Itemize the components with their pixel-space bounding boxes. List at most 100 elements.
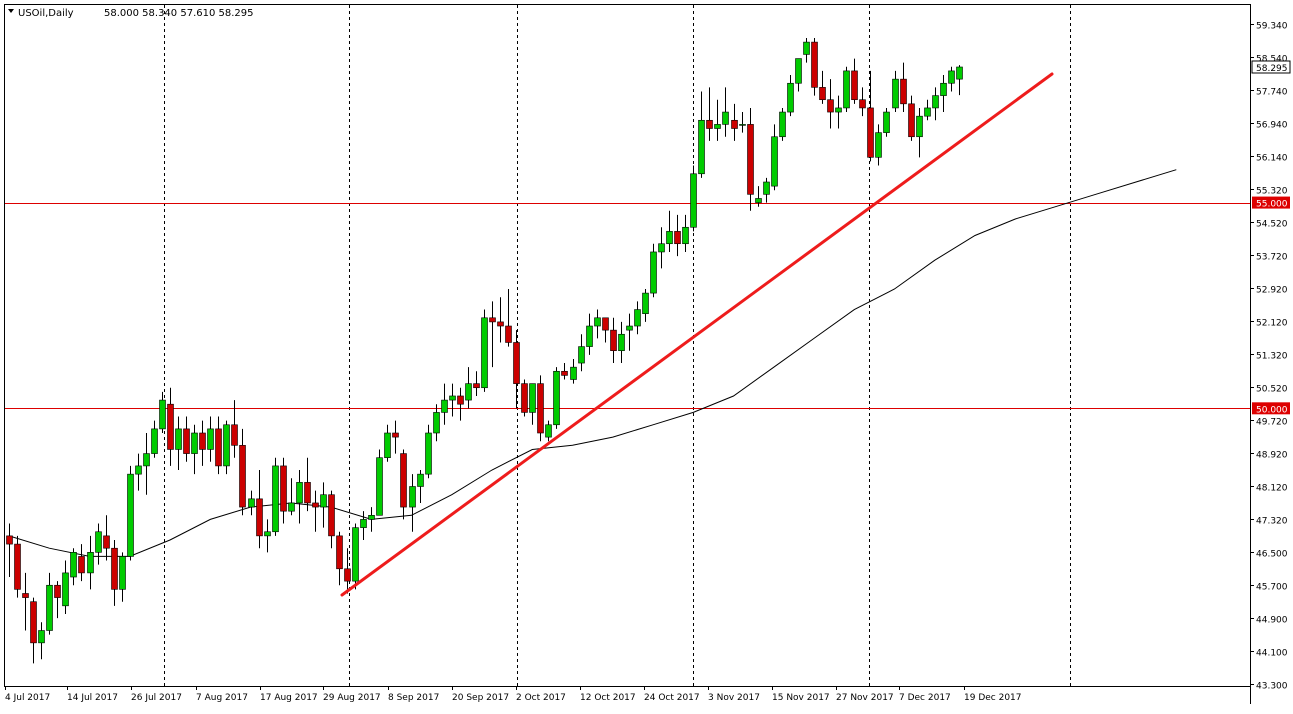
candle-body [924,107,931,117]
candle-body [135,465,142,475]
candle-body [360,519,367,528]
header-symbol-label: USOil,Daily [18,8,74,19]
time-tick-label: 19 Dec 2017 [964,693,1022,703]
candle-body [433,412,440,434]
candle-body [62,572,69,607]
candle-body [304,482,311,504]
candle-body [497,321,504,327]
candle [457,387,464,421]
candle [529,383,536,425]
candle [706,87,713,141]
time-tick-label: 17 Aug 2017 [260,693,318,703]
candle [578,334,585,372]
time-tick-label: 27 Nov 2017 [836,693,894,703]
candle [908,95,915,141]
candle-body [626,325,633,331]
candle-body [755,198,762,203]
candle-body [199,432,206,450]
candle [795,58,802,92]
price-tick-label: 52.120 [1256,319,1288,329]
candle [731,103,738,141]
candle-body [457,395,464,405]
candle-body [272,465,279,533]
candle [610,317,617,364]
price-tick-label: 50.520 [1256,385,1288,395]
candle-body [103,535,110,549]
current-price-tag [1251,60,1291,74]
horizontal-levels [5,203,1250,409]
candle-body [167,403,174,450]
candle [666,210,673,252]
candle-body [256,498,263,537]
current-price-tag-label: 58.295 [1256,64,1288,74]
trendline-layer [340,72,1054,597]
candle [843,66,850,113]
candle-body [731,119,738,129]
candle-body [521,383,528,413]
time-tick-label: 8 Sep 2017 [388,693,439,703]
candle [312,490,319,532]
candle [22,572,29,631]
candle [545,420,552,442]
candle-body [586,325,593,347]
candle [425,424,432,479]
price-tick-label: 43.300 [1256,682,1288,692]
time-tick-label: 12 Oct 2017 [580,693,636,703]
price-axis: 59.340 58.540 57.740 56.940 56.140 55.320 54.5… [1250,22,1291,692]
candle [46,572,53,635]
candle [747,107,754,211]
candle [384,424,391,462]
candle [368,507,375,532]
candle-body [875,132,882,158]
candle [883,107,890,137]
candle [78,544,85,582]
candle-body [883,111,890,133]
candle-body [143,453,150,467]
candle [811,37,818,96]
candle-body [22,593,29,598]
candle-body [38,630,45,644]
candle-body [867,107,874,158]
candle [561,363,568,380]
candle [932,87,939,121]
candle [739,112,746,133]
candle [54,581,61,619]
time-tick-label: 2 Oct 2017 [516,693,566,703]
candle-body [392,432,399,438]
candle-body [87,552,94,574]
candle [690,165,697,232]
time-tick-label: 4 Jul 2017 [5,693,50,703]
candle-body [409,486,416,508]
candle-body [537,383,544,434]
candle-body [119,556,126,590]
candle-body [175,428,182,450]
candle-body [803,41,810,55]
candle-body [900,78,907,105]
price-tick-label: 45.700 [1256,583,1288,593]
time-tick-label: 7 Dec 2017 [899,693,951,703]
price-tick-label: 47.320 [1256,517,1288,527]
candle [626,313,633,351]
candle [207,416,214,462]
price-tick-label: 58.540 [1256,55,1288,65]
candle [634,301,641,335]
price-tick-label: 56.140 [1256,154,1288,164]
candle-body [6,535,13,545]
candle-body [771,136,778,187]
candle [658,227,665,269]
candle [892,70,899,113]
candle-body [739,124,746,126]
candle [682,214,689,252]
candle-body [127,473,134,557]
candle-body [642,292,649,314]
time-tick-label: 3 Nov 2017 [708,693,760,703]
candle [376,449,383,516]
candle-body [473,383,480,389]
candle-body [78,556,85,574]
time-tick-label: 26 Jul 2017 [131,693,182,703]
dropdown-triangle-icon[interactable] [8,9,14,13]
candle-body [674,231,681,245]
candle-body [892,78,899,109]
